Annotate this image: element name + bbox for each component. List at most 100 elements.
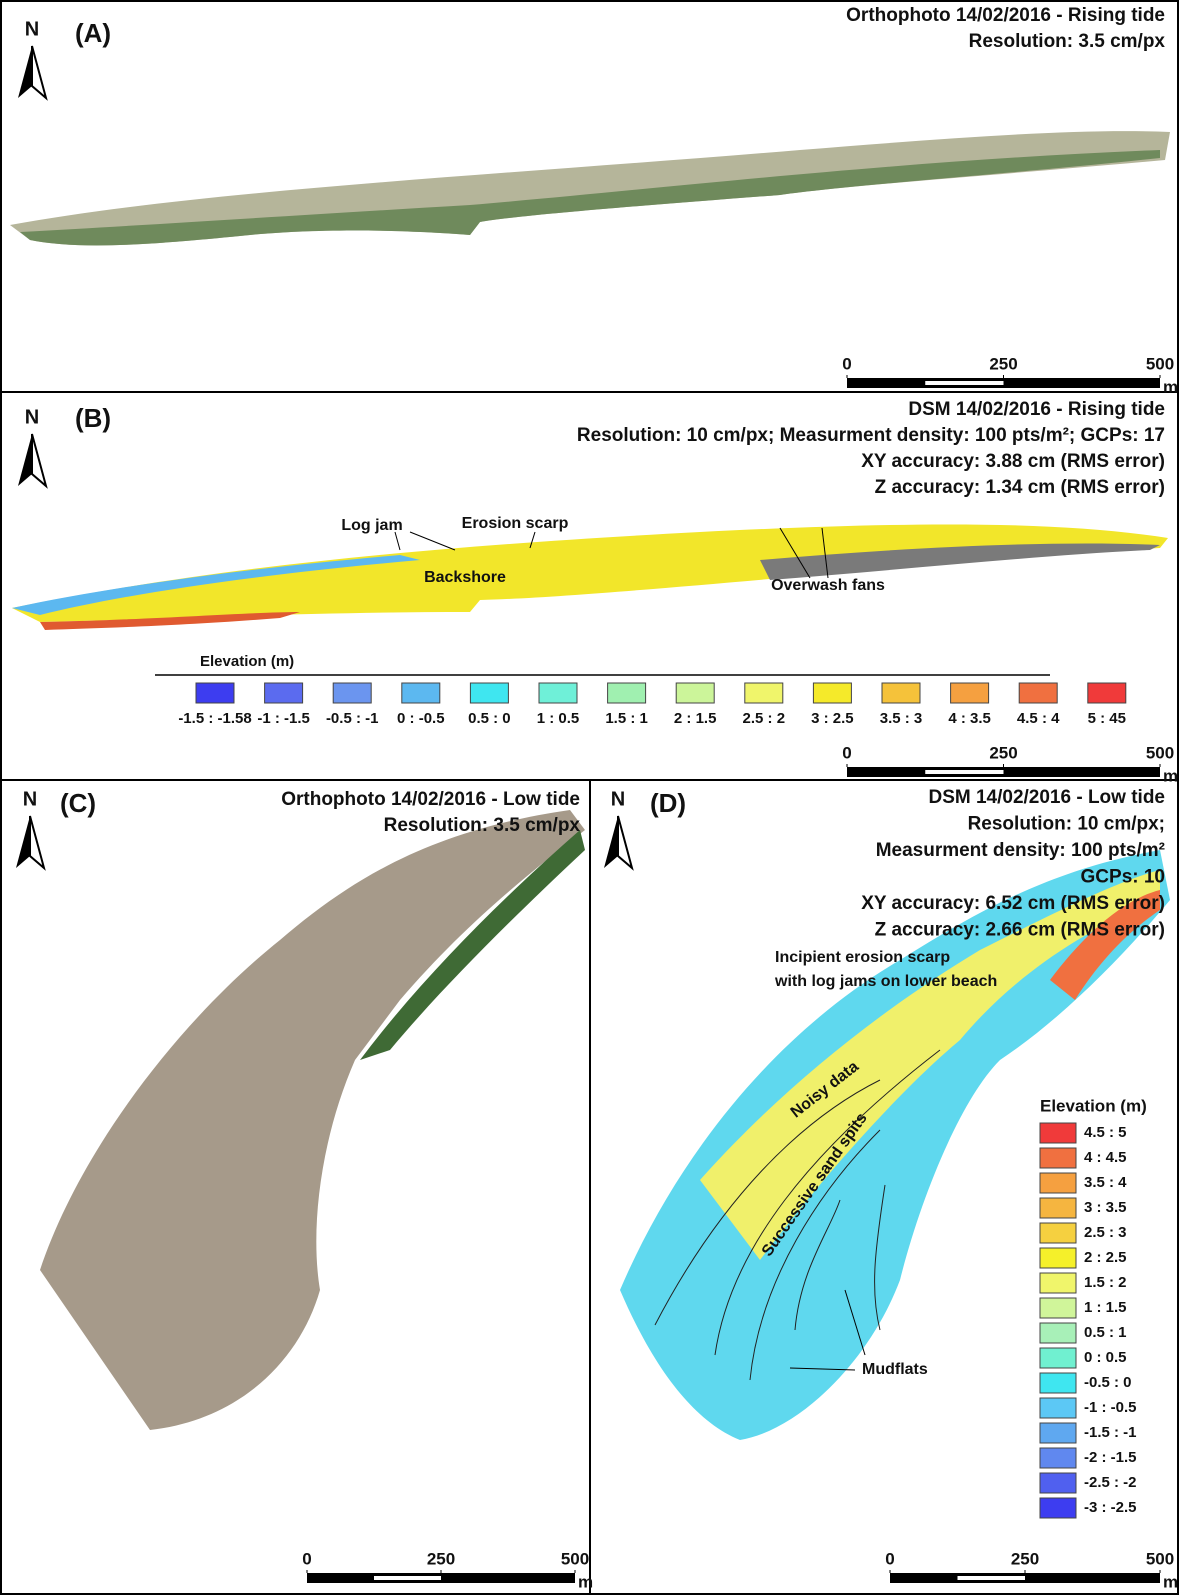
scale-tick-label: 500 bbox=[1146, 743, 1174, 762]
spit-line bbox=[654, 1079, 881, 1326]
panel-label: (B) bbox=[75, 403, 111, 433]
annotation: Erosion scarp bbox=[462, 515, 569, 532]
annotation: Incipient erosion scarp bbox=[775, 949, 950, 966]
legend-swatch bbox=[1039, 1422, 1077, 1444]
annotation: Log jam bbox=[341, 517, 402, 534]
legend-label: 3 : 3.5 bbox=[1084, 1199, 1127, 1216]
legend-label: 2.5 : 3 bbox=[1084, 1224, 1127, 1241]
legend-swatch bbox=[469, 682, 509, 704]
north-arrow bbox=[18, 434, 32, 486]
panel-title: GCPs: 10 bbox=[1081, 867, 1165, 888]
north-label: N bbox=[25, 406, 39, 428]
annotation: Overwash fans bbox=[771, 577, 885, 594]
annotation: Backshore bbox=[424, 569, 506, 586]
legend-label: 2.5 : 2 bbox=[743, 710, 786, 727]
panel-title: Measurment density: 100 pts/m² bbox=[876, 840, 1165, 861]
legend-label: 0.5 : 1 bbox=[1084, 1324, 1127, 1341]
legend-swatch bbox=[1039, 1322, 1077, 1344]
scale-bar bbox=[925, 770, 1004, 774]
spit-line bbox=[874, 1184, 886, 1331]
north-arrow bbox=[29, 815, 46, 871]
scale-tick-label: 250 bbox=[1011, 1549, 1039, 1568]
legend-swatch bbox=[1039, 1497, 1077, 1519]
leader bbox=[789, 1367, 856, 1371]
legend-label: 4 : 3.5 bbox=[948, 710, 991, 727]
legend-label: 0.5 : 0 bbox=[468, 710, 511, 727]
legend-swatch bbox=[195, 682, 235, 704]
panel-title: XY accuracy: 3.88 cm (RMS error) bbox=[861, 451, 1165, 472]
legend-swatch bbox=[881, 682, 921, 704]
scale-tick-label: 250 bbox=[989, 743, 1017, 762]
legend-swatch bbox=[1039, 1222, 1077, 1244]
legend-label: 1 : 0.5 bbox=[537, 710, 580, 727]
panel-title: DSM 14/02/2016 - Rising tide bbox=[908, 399, 1165, 420]
panel-title: Z accuracy: 1.34 cm (RMS error) bbox=[875, 477, 1165, 498]
panel-title: Resolution: 10 cm/px; Measurment density… bbox=[577, 425, 1165, 446]
legend-label: 0 : -0.5 bbox=[397, 710, 445, 727]
legend-swatch bbox=[1039, 1172, 1077, 1194]
panel-title: Resolution: 10 cm/px; bbox=[968, 814, 1165, 835]
leader bbox=[779, 527, 811, 579]
dsm-low-tide bbox=[620, 850, 1170, 1440]
panel-title: Z accuracy: 2.66 cm (RMS error) bbox=[875, 920, 1165, 941]
legend-swatch bbox=[1039, 1272, 1077, 1294]
legend-label: 3.5 : 3 bbox=[880, 710, 923, 727]
legend-label: -0.5 : 0 bbox=[1084, 1374, 1132, 1391]
leader bbox=[394, 531, 401, 551]
north-label: N bbox=[23, 788, 37, 810]
legend-swatch bbox=[1039, 1347, 1077, 1369]
legend-label: 3.5 : 4 bbox=[1084, 1174, 1127, 1191]
legend-label: -3 : -2.5 bbox=[1084, 1499, 1137, 1516]
dsm-spits bbox=[700, 870, 1160, 1260]
scale-unit: m bbox=[1163, 766, 1178, 785]
leader bbox=[529, 531, 536, 549]
scale-tick-label: 500 bbox=[1146, 1549, 1174, 1568]
legend-swatch bbox=[607, 682, 647, 704]
legend-swatch bbox=[332, 682, 372, 704]
north-label: N bbox=[611, 788, 625, 810]
legend-title: Elevation (m) bbox=[1040, 1096, 1147, 1115]
legend-swatch bbox=[1039, 1247, 1077, 1269]
legend-swatch bbox=[675, 682, 715, 704]
legend-label: 0 : 0.5 bbox=[1084, 1349, 1127, 1366]
legend-swatch bbox=[950, 682, 990, 704]
legend-label: 1.5 : 1 bbox=[605, 710, 648, 727]
legend-swatch bbox=[264, 682, 304, 704]
spit-line bbox=[714, 1049, 941, 1356]
legend-label: -1 : -0.5 bbox=[1084, 1399, 1137, 1416]
legend-swatch bbox=[538, 682, 578, 704]
legend-label: 1 : 1.5 bbox=[1084, 1299, 1127, 1316]
legend-swatch bbox=[1039, 1447, 1077, 1469]
scale-tick-label: 0 bbox=[842, 743, 851, 762]
panel-label: (A) bbox=[75, 18, 111, 48]
panel-title: DSM 14/02/2016 - Low tide bbox=[928, 787, 1165, 808]
scale-bar bbox=[925, 381, 1004, 385]
legend-swatch bbox=[401, 682, 441, 704]
scale-unit: m bbox=[1163, 1572, 1178, 1591]
scale-tick-label: 0 bbox=[842, 354, 851, 373]
scale-tick-label: 500 bbox=[1146, 354, 1174, 373]
legend-label: 1.5 : 2 bbox=[1084, 1274, 1127, 1291]
panel-label: (D) bbox=[650, 788, 686, 818]
legend-label: 4.5 : 5 bbox=[1084, 1124, 1127, 1141]
north-arrow bbox=[604, 816, 618, 868]
dsm-high bbox=[1050, 890, 1160, 1000]
panel-label: (C) bbox=[60, 788, 96, 818]
legend-swatch bbox=[1039, 1122, 1077, 1144]
scale-tick-label: 0 bbox=[885, 1549, 894, 1568]
panel-title: Orthophoto 14/02/2016 - Low tide bbox=[281, 789, 580, 810]
legend-label: -1.5 : -1.58 bbox=[178, 710, 251, 727]
north-arrow bbox=[16, 816, 30, 868]
legend-swatch bbox=[1039, 1297, 1077, 1319]
scale-bar bbox=[374, 1576, 441, 1580]
leader bbox=[821, 527, 829, 579]
scale-tick-label: 250 bbox=[989, 354, 1017, 373]
legend-swatch bbox=[812, 682, 852, 704]
north-arrow bbox=[31, 433, 48, 489]
dsm-high bbox=[40, 612, 300, 630]
legend-label: -0.5 : -1 bbox=[326, 710, 379, 727]
legend-swatch bbox=[1039, 1472, 1077, 1494]
scale-unit: m bbox=[578, 1572, 593, 1591]
orthophoto-vegetation bbox=[20, 150, 1160, 246]
north-label: N bbox=[25, 18, 39, 40]
